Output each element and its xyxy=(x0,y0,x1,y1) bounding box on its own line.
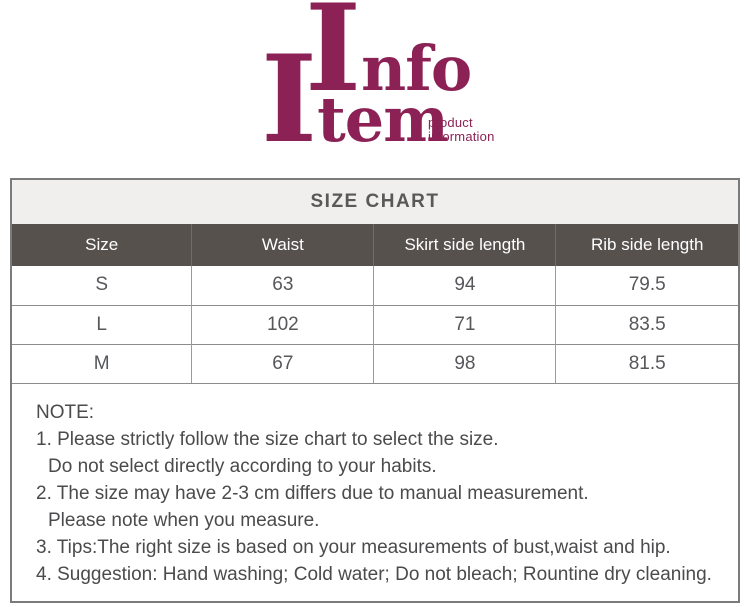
brand-tagline-line2: information xyxy=(428,129,495,144)
brand-logo: Info Item product information xyxy=(0,0,750,178)
brand-info-initial: I xyxy=(305,0,362,119)
column-header-waist: Waist xyxy=(191,224,375,266)
table-cell-size: M xyxy=(12,343,193,383)
note-item-1b: Do not select directly according to your… xyxy=(48,456,437,477)
brand-tagline-line1: product xyxy=(428,115,473,130)
size-chart-title: SIZE CHART xyxy=(12,180,738,224)
size-chart-panel: SIZE CHART Size Waist Skirt side length … xyxy=(10,178,740,603)
table-cell-skirt: 94 xyxy=(373,266,557,305)
note-item-2: 2. The size may have 2-3 cm differs due … xyxy=(36,483,589,504)
table-row: M 67 98 81.5 xyxy=(12,343,738,383)
note-item-2b: Please note when you measure. xyxy=(48,510,320,531)
table-cell-waist: 102 xyxy=(191,304,375,344)
notes-section: NOTE: 1. Please strictly follow the size… xyxy=(12,383,738,601)
table-cell-skirt: 71 xyxy=(373,304,557,344)
table-cell-skirt: 98 xyxy=(373,343,557,383)
table-cell-waist: 63 xyxy=(191,266,375,305)
brand-word-item: Item xyxy=(261,40,449,160)
table-header-row: Size Waist Skirt side length Rib side le… xyxy=(12,224,738,266)
table-cell-rib: 81.5 xyxy=(555,343,738,383)
column-header-size: Size xyxy=(12,224,193,266)
note-item-4: 4. Suggestion: Hand washing; Cold water;… xyxy=(36,564,712,585)
table-row: L 102 71 83.5 xyxy=(12,304,738,344)
table-row: S 63 94 79.5 xyxy=(12,266,738,305)
notes-heading: NOTE: xyxy=(36,402,95,423)
brand-tagline: product information xyxy=(428,116,495,144)
column-header-rib-side-length: Rib side length xyxy=(555,224,738,266)
table-cell-rib: 79.5 xyxy=(628,274,666,296)
table-cell-size: L xyxy=(12,304,193,344)
brand-item-rest: tem xyxy=(317,83,449,156)
column-header-skirt-side-length: Skirt side length xyxy=(373,224,557,266)
note-item-3: 3. Tips:The right size is based on your … xyxy=(36,537,671,558)
size-chart-table: Size Waist Skirt side length Rib side le… xyxy=(12,224,738,383)
brand-item-initial: I xyxy=(261,29,318,170)
table-cell-size: S xyxy=(12,266,193,305)
brand-word-info: Info xyxy=(305,0,472,109)
brand-info-rest: nfo xyxy=(361,32,472,105)
table-cell-waist: 67 xyxy=(191,343,375,383)
table-cell-rib: 83.5 xyxy=(555,304,738,344)
note-item-1: 1. Please strictly follow the size chart… xyxy=(36,429,499,450)
